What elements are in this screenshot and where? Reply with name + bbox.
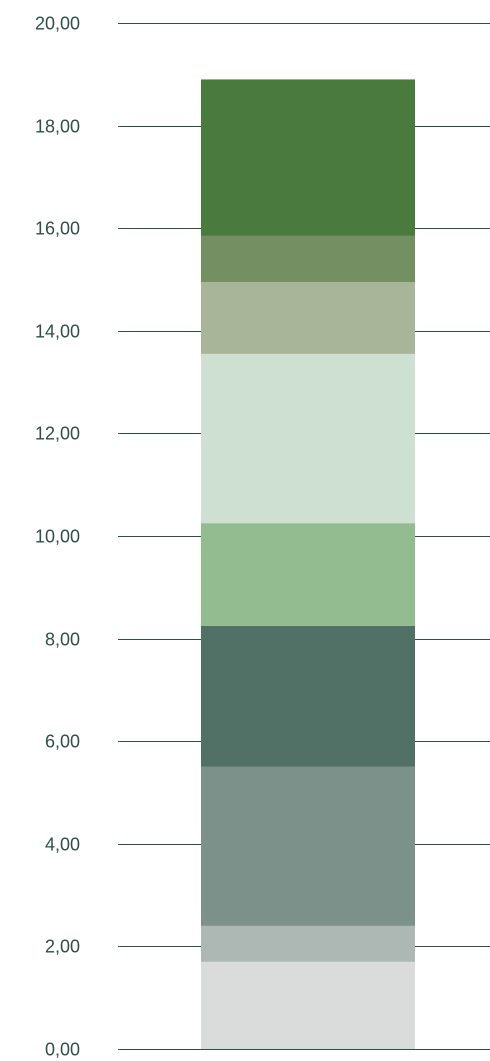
y-tick-label: 8,00 bbox=[45, 630, 80, 650]
bar-segment-4 bbox=[201, 625, 415, 767]
y-tick-label: 2,00 bbox=[45, 937, 80, 957]
y-tick-label: 20,00 bbox=[35, 14, 80, 34]
y-tick-label: 4,00 bbox=[45, 835, 80, 855]
bar-stack bbox=[201, 79, 415, 1049]
y-tick-label: 16,00 bbox=[35, 219, 80, 239]
y-tick-label: 18,00 bbox=[35, 117, 80, 137]
bar-segment-9 bbox=[201, 79, 415, 236]
y-tick-label: 0,00 bbox=[45, 1040, 80, 1060]
y-tick-label: 14,00 bbox=[35, 322, 80, 342]
bar-segment-6 bbox=[201, 353, 415, 524]
bar-segment-5 bbox=[201, 523, 415, 626]
bar-segment-2 bbox=[201, 925, 415, 962]
y-tick-label: 10,00 bbox=[35, 527, 80, 547]
bar-segment-1 bbox=[201, 961, 415, 1049]
y-tick-label: 6,00 bbox=[45, 732, 80, 752]
bar-segment-7 bbox=[201, 282, 415, 354]
bar-segment-3 bbox=[201, 766, 415, 926]
y-tick-label: 12,00 bbox=[35, 424, 80, 444]
bar-segment-8 bbox=[201, 235, 415, 283]
y-axis-tick-labels: 0,00 2,00 4,00 6,00 8,00 10,00 12,00 14,00 16,00… bbox=[35, 14, 80, 1060]
